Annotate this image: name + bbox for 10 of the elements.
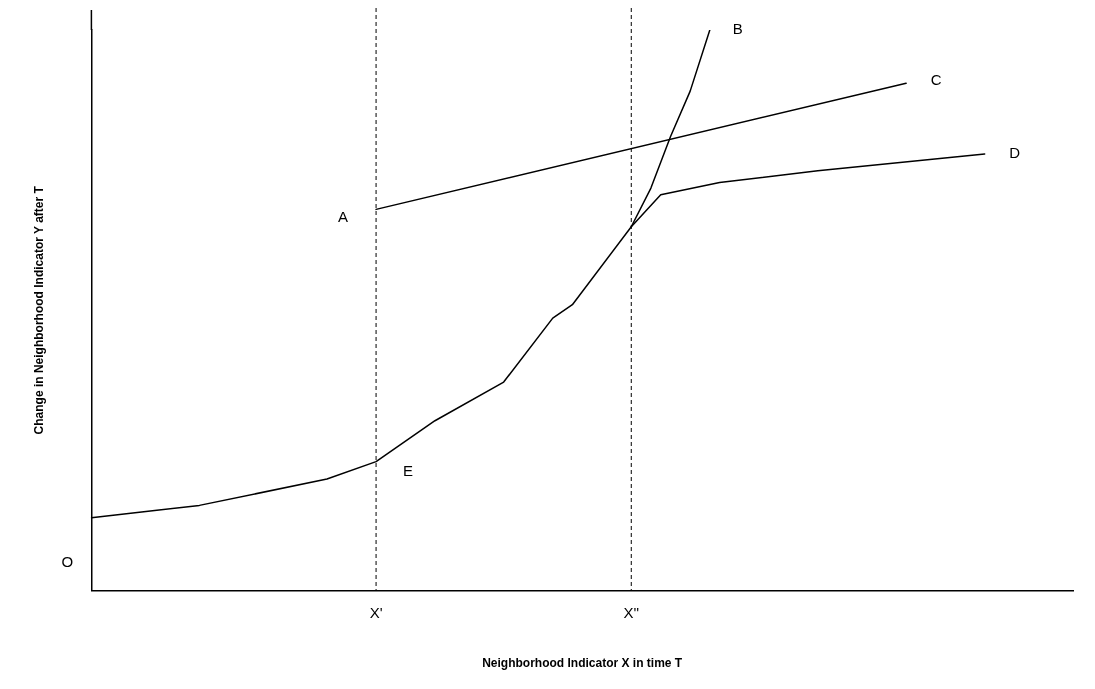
text: O [61,552,74,570]
annotation: A [338,207,349,225]
x-tick-label: X'' [623,603,640,621]
x-axis-title: Neighborhood Indicator X in time T [482,656,683,671]
annotation: E [403,461,414,479]
annotation: C [930,71,942,89]
annotation: B [732,20,743,38]
x-tick-label: X' [369,603,383,621]
annotation: D [1009,144,1021,162]
y-axis-title: Change in Neighborhood Indicator Y after T [31,185,46,435]
